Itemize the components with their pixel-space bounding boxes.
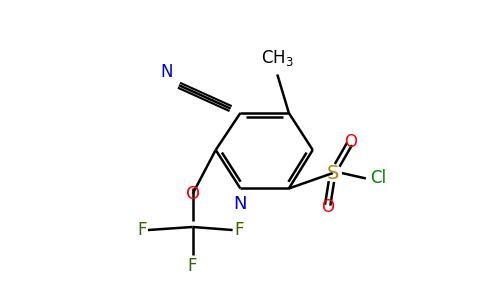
Text: S: S bbox=[327, 164, 339, 183]
Text: O: O bbox=[321, 198, 334, 216]
Text: N: N bbox=[234, 195, 247, 213]
Text: N: N bbox=[161, 63, 173, 81]
Text: O: O bbox=[185, 185, 200, 203]
Text: O: O bbox=[344, 133, 357, 151]
Text: F: F bbox=[137, 221, 146, 239]
Text: F: F bbox=[188, 257, 197, 275]
Text: Cl: Cl bbox=[370, 169, 386, 188]
Text: CH$_3$: CH$_3$ bbox=[261, 48, 294, 68]
Text: F: F bbox=[234, 221, 243, 239]
